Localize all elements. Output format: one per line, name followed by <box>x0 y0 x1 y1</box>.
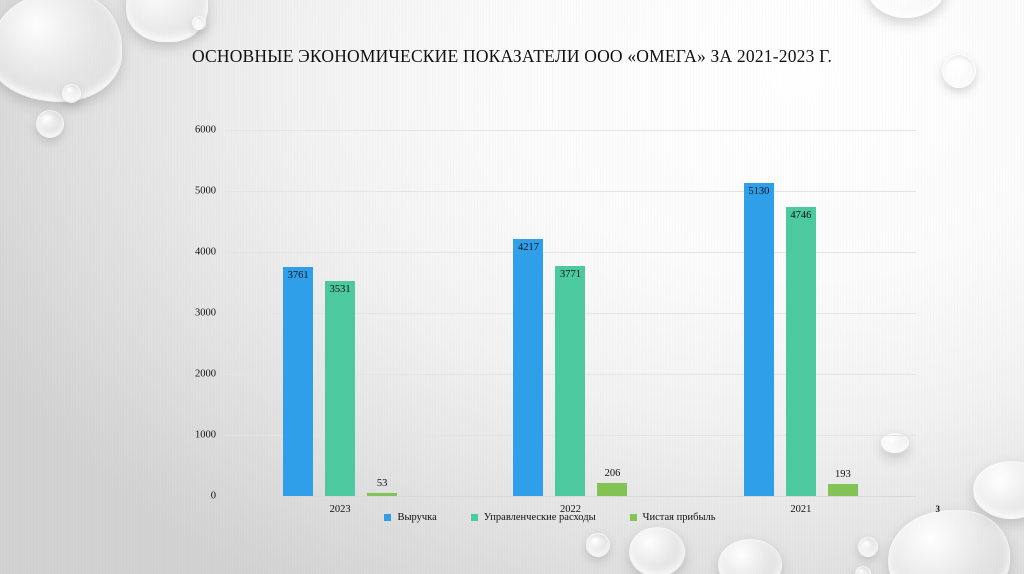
bar-group-2023: 3761 3531 53 2023 <box>225 130 455 515</box>
water-droplet-icon <box>858 537 878 557</box>
bar-value-label: 3531 <box>329 283 351 295</box>
bar-value-label: 206 <box>604 468 621 480</box>
bar-value-label: 4217 <box>517 241 539 253</box>
bar-value-label: 3761 <box>287 269 309 281</box>
chart-plot-area: 6000 5000 4000 3000 2000 1000 0 3761 3531 53 2023 4… <box>195 125 916 515</box>
legend-label: Выручка <box>397 512 437 523</box>
water-droplet-icon <box>586 533 610 557</box>
gridline <box>225 130 916 131</box>
water-droplet-icon <box>718 539 782 574</box>
bar-value-label: 53 <box>376 477 388 489</box>
water-droplet-icon <box>62 84 81 103</box>
bar-value-label: 4746 <box>790 209 812 221</box>
water-droplet-icon <box>973 461 1024 519</box>
bar-value-label: 193 <box>834 469 851 481</box>
x-axis-tick-label: 2023 <box>329 504 351 515</box>
bar-group-2021: 5130 4746 193 2021 <box>686 130 916 515</box>
gridline <box>225 191 916 192</box>
water-droplet-icon <box>126 0 208 42</box>
slide-title: ОСНОВНЫЕ ЭКОНОМИЧЕСКИЕ ПОКАЗАТЕЛИ ООО «О… <box>191 46 833 66</box>
bar-chart: 6000 5000 4000 3000 2000 1000 0 3761 3531 53 2023 4… <box>176 118 924 518</box>
x-axis-tick-label: 2022 <box>559 504 581 515</box>
page-number: 3 <box>935 504 941 514</box>
chart-legend: Выручка Управленческие расходы Чистая приб… <box>176 512 924 523</box>
bar-2021-series-1[interactable]: 5130 <box>743 183 774 496</box>
x-axis-tick-label: 2021 <box>790 504 812 515</box>
legend-label: Чистая прибыль <box>642 512 716 523</box>
water-droplet-icon <box>855 566 871 574</box>
y-axis-tick-label: 6000 <box>195 124 216 136</box>
bar-2022-series-1[interactable]: 4217 <box>513 238 544 496</box>
bar-value-label: 5130 <box>748 186 770 198</box>
y-axis-tick-label: 2000 <box>195 368 216 380</box>
water-droplet-icon <box>629 527 685 574</box>
legend-swatch-icon <box>629 514 637 521</box>
bar-2021-series-3[interactable]: 193 <box>827 469 858 496</box>
legend-item-2[interactable]: Управленческие расходы <box>470 512 596 523</box>
y-axis-tick-label: 0 <box>210 490 216 502</box>
water-droplet-icon <box>192 16 206 30</box>
bar-2021-series-2[interactable]: 4746 <box>785 206 816 496</box>
y-axis-tick-label: 5000 <box>195 185 216 197</box>
bar-2022-series-3[interactable]: 206 <box>597 468 628 496</box>
gridline <box>225 252 916 253</box>
bar-2023-series-1[interactable]: 3761 <box>283 266 314 496</box>
y-axis-tick-label: 1000 <box>195 429 216 441</box>
water-droplet-icon <box>36 110 64 138</box>
bar-group-2022: 4217 3771 206 2022 <box>455 130 685 515</box>
bar-2023-series-3[interactable]: 53 <box>367 478 398 496</box>
legend-swatch-icon <box>384 514 392 521</box>
legend-item-1[interactable]: Выручка <box>384 512 437 523</box>
legend-item-3[interactable]: Чистая прибыль <box>629 512 716 523</box>
y-axis-tick-label: 3000 <box>195 307 216 319</box>
legend-label: Управленческие расходы <box>483 512 596 523</box>
y-axis-tick-label: 4000 <box>195 246 216 258</box>
legend-swatch-icon <box>470 514 478 521</box>
water-droplet-icon <box>866 0 946 18</box>
gridline <box>225 496 916 497</box>
bar-2022-series-2[interactable]: 3771 <box>555 265 586 496</box>
bar-2023-series-2[interactable]: 3531 <box>325 280 356 496</box>
bar-value-label: 3771 <box>559 268 581 280</box>
